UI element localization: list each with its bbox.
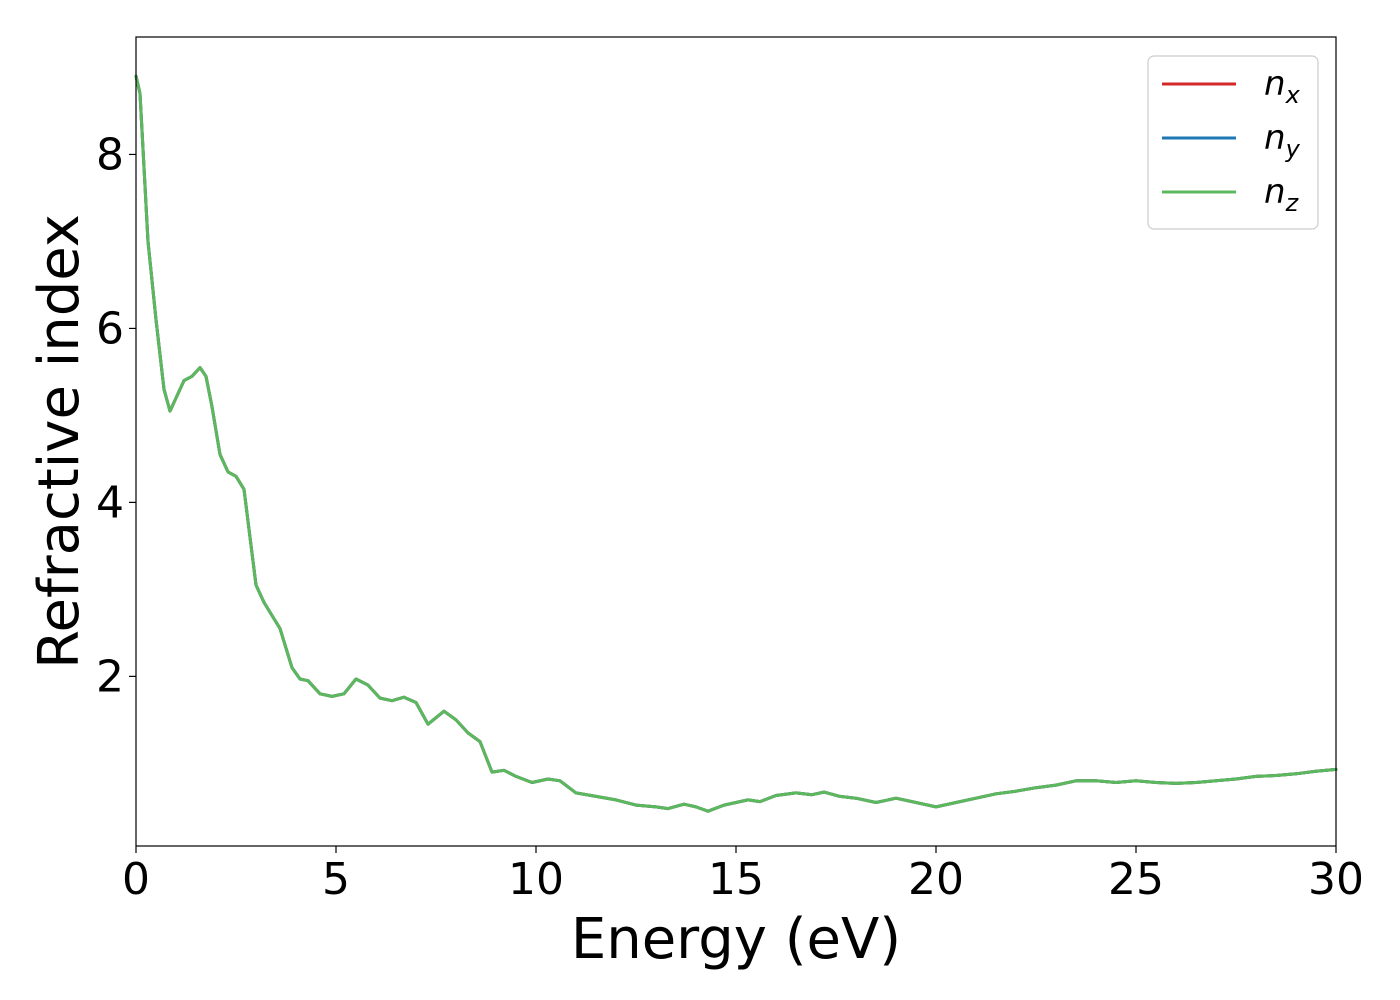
x-tick-label: 25 [1108, 854, 1164, 905]
x-axis-label: Energy (eV) [571, 907, 901, 972]
x-tick-label: 10 [508, 854, 564, 905]
legend: nx ny nz [1147, 55, 1319, 230]
y-tick-label: 8 [96, 129, 124, 180]
x-tick-label: 0 [122, 854, 150, 905]
legend-label-x: nx [1264, 64, 1301, 109]
legend-label-z: nz [1264, 172, 1300, 217]
y-axis-ticks: 2 4 6 8 [96, 129, 136, 702]
legend-box [1147, 55, 1319, 230]
series-line-z [134, 74, 1338, 813]
x-tick-label: 30 [1308, 854, 1364, 905]
y-tick-label: 6 [96, 303, 124, 354]
x-axis-ticks: 0 5 10 15 20 25 30 [122, 846, 1364, 905]
x-tick-label: 5 [322, 854, 350, 905]
x-tick-label: 20 [908, 854, 964, 905]
y-tick-label: 4 [96, 477, 124, 528]
legend-label-y: ny [1264, 118, 1301, 163]
series-layer [134, 74, 1338, 813]
y-axis-label: Refractive index [27, 214, 92, 669]
y-tick-label: 2 [96, 651, 124, 702]
x-tick-label: 15 [708, 854, 764, 905]
